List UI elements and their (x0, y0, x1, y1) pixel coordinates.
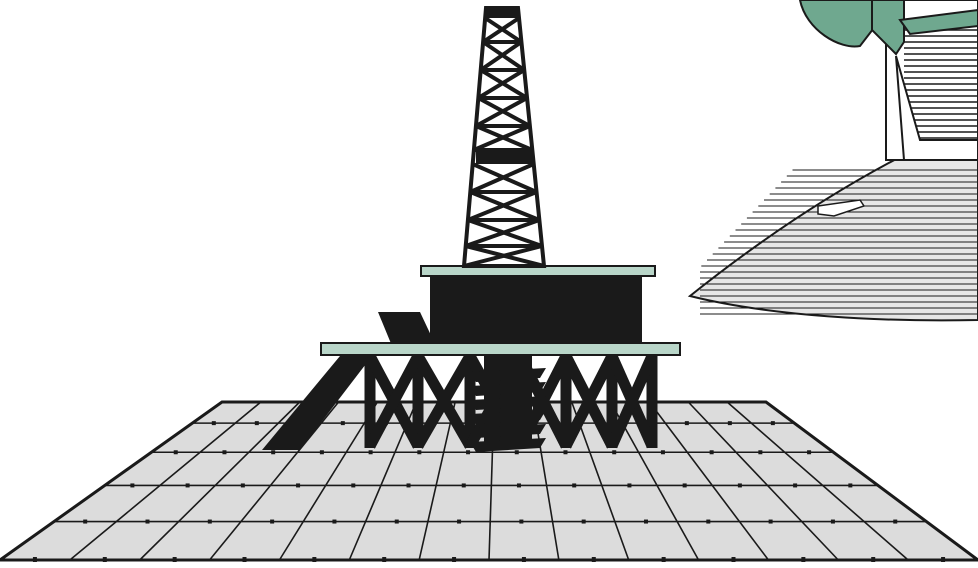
equipment-module (430, 276, 642, 344)
hatch-icon (817, 199, 866, 217)
lower-deck (320, 342, 681, 356)
drilling-derrick (461, 6, 547, 268)
oil-platform (262, 6, 681, 452)
ship-bow (687, 0, 978, 322)
survey-grid (0, 400, 978, 562)
